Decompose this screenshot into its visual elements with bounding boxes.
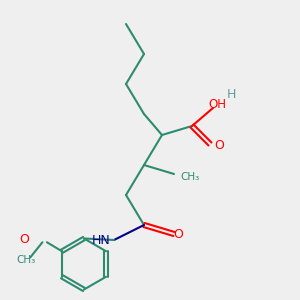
Text: HN: HN <box>92 233 111 247</box>
Text: O: O <box>174 227 183 241</box>
Text: O: O <box>19 233 29 246</box>
Text: CH₃: CH₃ <box>16 255 35 265</box>
Text: H: H <box>226 88 236 101</box>
Text: CH₃: CH₃ <box>180 172 199 182</box>
Text: OH: OH <box>208 98 226 112</box>
Text: O: O <box>214 139 224 152</box>
